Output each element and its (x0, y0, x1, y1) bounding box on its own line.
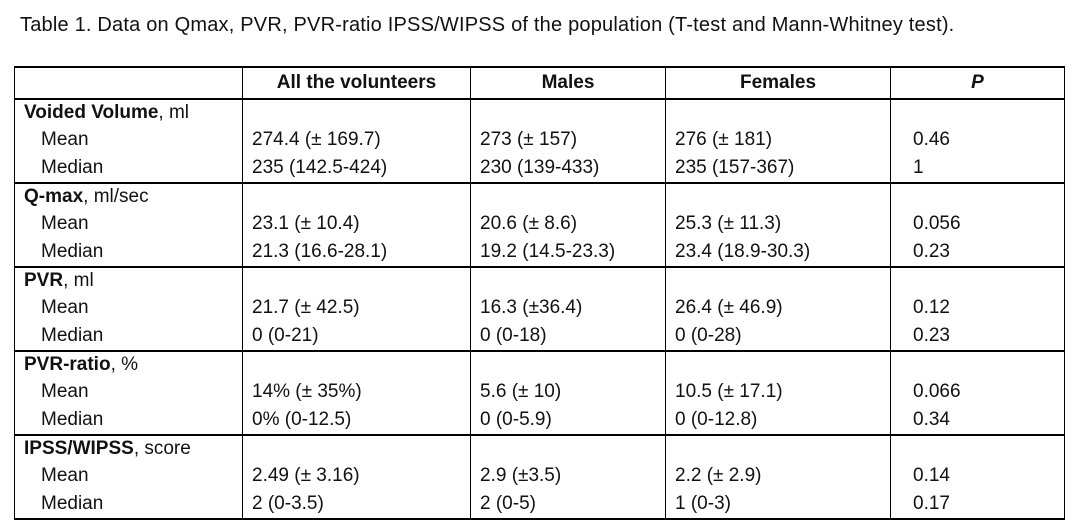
section-unit: , % (110, 354, 139, 375)
section-label: PVR, ml (14, 266, 243, 294)
row-label: Mean (14, 294, 243, 322)
cell-males: 20.6 (± 8.6) (470, 210, 666, 238)
table-row: Median 0% (0-12.5) 0 (0-5.9) 0 (0-12.8) … (14, 406, 1065, 435)
cell-p: 0.23 (890, 238, 1065, 267)
cell-females: 276 (± 181) (665, 126, 891, 154)
table-header-row: All the volunteers Males Females P (14, 66, 1065, 100)
section-title: Voided Volume (24, 102, 159, 123)
cell-males: 273 (± 157) (470, 126, 666, 154)
header-all-volunteers: All the volunteers (242, 66, 471, 100)
table-row: Median 21.3 (16.6-28.1) 19.2 (14.5-23.3)… (14, 238, 1065, 267)
cell-all: 2.49 (± 3.16) (242, 462, 471, 490)
section-label: Q-max, ml/sec (14, 182, 243, 210)
section-unit: , ml (158, 102, 190, 123)
cell-females: 0 (0-28) (665, 322, 891, 351)
cell-females: 25.3 (± 11.3) (665, 210, 891, 238)
section-label: Voided Volume, ml (14, 98, 243, 126)
cell-p: 0.23 (890, 322, 1065, 351)
table-caption: Table 1. Data on Qmax, PVR, PVR-ratio IP… (20, 14, 955, 36)
table-row: Mean 23.1 (± 10.4) 20.6 (± 8.6) 25.3 (± … (14, 210, 1065, 238)
section-row: PVR-ratio, % (14, 350, 1065, 378)
cell-males: 19.2 (14.5-23.3) (470, 238, 666, 267)
cell-all: 23.1 (± 10.4) (242, 210, 471, 238)
table-row: Median 235 (142.5-424) 230 (139-433) 235… (14, 154, 1065, 183)
cell-females: 235 (157-367) (665, 154, 891, 183)
section-unit: , score (133, 438, 191, 459)
section-label: PVR-ratio, % (14, 350, 243, 378)
section-title: PVR (24, 270, 64, 291)
section-title: PVR-ratio (24, 354, 111, 375)
cell-females: 1 (0-3) (665, 490, 891, 520)
cell-females: 2.2 (± 2.9) (665, 462, 891, 490)
header-males: Males (470, 66, 666, 100)
header-females: Females (665, 66, 891, 100)
header-p-value: P (890, 66, 1065, 100)
cell-males: 230 (139-433) (470, 154, 666, 183)
row-label: Mean (14, 126, 243, 154)
row-label: Median (14, 238, 243, 267)
table-row: Median 0 (0-21) 0 (0-18) 0 (0-28) 0.23 (14, 322, 1065, 351)
cell-males: 0 (0-18) (470, 322, 666, 351)
cell-all: 274.4 (± 169.7) (242, 126, 471, 154)
cell-females: 26.4 (± 46.9) (665, 294, 891, 322)
cell-p: 0.46 (890, 126, 1065, 154)
cell-males: 16.3 (±36.4) (470, 294, 666, 322)
table-row: Mean 14% (± 35%) 5.6 (± 10) 10.5 (± 17.1… (14, 378, 1065, 406)
cell-p: 0.34 (890, 406, 1065, 435)
cell-p: 1 (890, 154, 1065, 183)
row-label: Mean (14, 462, 243, 490)
cell-males: 2 (0-5) (470, 490, 666, 520)
cell-p: 0.056 (890, 210, 1065, 238)
cell-males: 5.6 (± 10) (470, 378, 666, 406)
section-row: IPSS/WIPSS, score (14, 434, 1065, 462)
cell-p: 0.066 (890, 378, 1065, 406)
cell-females: 0 (0-12.8) (665, 406, 891, 435)
cell-all: 21.7 (± 42.5) (242, 294, 471, 322)
row-label: Median (14, 406, 243, 435)
table-row: Median 2 (0-3.5) 2 (0-5) 1 (0-3) 0.17 (14, 490, 1065, 520)
table-row: Mean 21.7 (± 42.5) 16.3 (±36.4) 26.4 (± … (14, 294, 1065, 322)
section-title: Q-max (24, 186, 84, 207)
cell-females: 23.4 (18.9-30.3) (665, 238, 891, 267)
header-empty (14, 66, 243, 100)
cell-males: 0 (0-5.9) (470, 406, 666, 435)
cell-p: 0.14 (890, 462, 1065, 490)
section-row: Q-max, ml/sec (14, 182, 1065, 210)
section-row: Voided Volume, ml (14, 98, 1065, 126)
row-label: Mean (14, 378, 243, 406)
table-row: Mean 2.49 (± 3.16) 2.9 (±3.5) 2.2 (± 2.9… (14, 462, 1065, 490)
section-unit: , ml (63, 270, 94, 291)
cell-all: 2 (0-3.5) (242, 490, 471, 520)
cell-all: 0% (0-12.5) (242, 406, 471, 435)
section-label: IPSS/WIPSS, score (14, 434, 243, 462)
row-label: Median (14, 322, 243, 351)
section-unit: , ml/sec (83, 186, 149, 207)
row-label: Median (14, 490, 243, 520)
cell-males: 2.9 (±3.5) (470, 462, 666, 490)
cell-p: 0.12 (890, 294, 1065, 322)
table-row: Mean 274.4 (± 169.7) 273 (± 157) 276 (± … (14, 126, 1065, 154)
cell-females: 10.5 (± 17.1) (665, 378, 891, 406)
cell-p: 0.17 (890, 490, 1065, 520)
cell-all: 0 (0-21) (242, 322, 471, 351)
row-label: Median (14, 154, 243, 183)
cell-all: 14% (± 35%) (242, 378, 471, 406)
section-row: PVR, ml (14, 266, 1065, 294)
data-table: All the volunteers Males Females P Voide… (14, 66, 1065, 520)
cell-all: 21.3 (16.6-28.1) (242, 238, 471, 267)
cell-all: 235 (142.5-424) (242, 154, 471, 183)
row-label: Mean (14, 210, 243, 238)
section-title: IPSS/WIPSS (24, 438, 134, 459)
